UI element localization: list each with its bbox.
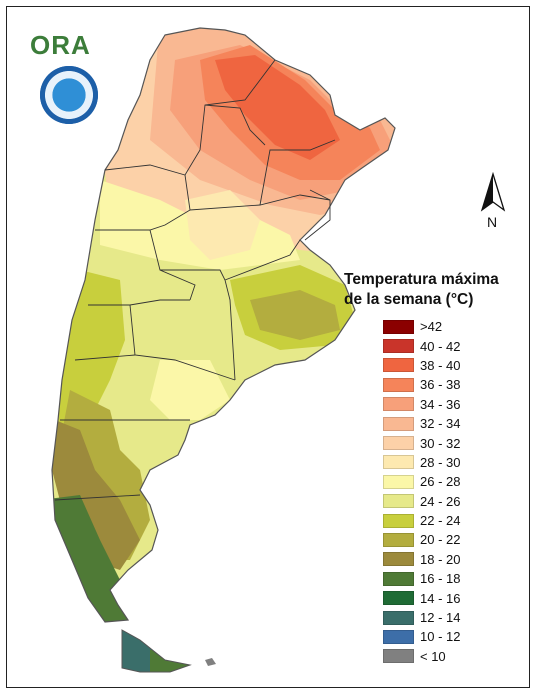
legend-swatch xyxy=(383,513,414,528)
legend-swatch xyxy=(383,455,414,470)
legend-title-line1: Temperatura máxima xyxy=(344,271,499,288)
legend-label: 36 - 38 xyxy=(420,377,461,393)
legend-item: 16 - 18 xyxy=(383,569,460,588)
tierra-del-fuego xyxy=(122,630,190,672)
institution-seal-icon xyxy=(40,66,98,124)
legend-swatch xyxy=(383,552,414,567)
legend-item: 14 - 16 xyxy=(383,588,460,607)
legend-title: Temperatura máxima de la semana (°C) xyxy=(344,270,534,310)
legend-label: 20 - 22 xyxy=(420,532,461,548)
legend-item: 24 - 26 xyxy=(383,492,460,511)
legend-item: < 10 xyxy=(383,647,460,666)
legend-title-line2: de la semana (°C) xyxy=(344,291,474,308)
province-boundaries xyxy=(54,59,336,501)
legend-swatch xyxy=(383,319,414,334)
legend-label: >42 xyxy=(420,319,443,335)
legend-label: 12 - 14 xyxy=(420,610,461,626)
legend-swatch xyxy=(383,649,414,664)
legend-swatch xyxy=(383,629,414,644)
legend-label: 30 - 32 xyxy=(420,435,461,451)
legend-swatch xyxy=(383,591,414,606)
legend-item: 22 - 24 xyxy=(383,511,460,530)
legend-swatch xyxy=(383,358,414,373)
legend-swatch xyxy=(383,416,414,431)
logo: ORA xyxy=(30,30,91,61)
legend: >42 40 - 42 38 - 40 36 - 38 34 - 36 32 - 34 30… xyxy=(383,317,460,666)
legend-label: 26 - 28 xyxy=(420,474,461,490)
legend-label: 18 - 20 xyxy=(420,551,461,567)
legend-item: 40 - 42 xyxy=(383,336,460,355)
legend-swatch xyxy=(383,532,414,547)
legend-swatch xyxy=(383,474,414,489)
island-shape xyxy=(205,658,216,666)
legend-swatch xyxy=(383,610,414,625)
legend-label: 22 - 24 xyxy=(420,513,461,529)
legend-item: 28 - 30 xyxy=(383,453,460,472)
legend-item: 38 - 40 xyxy=(383,356,460,375)
legend-item: 34 - 36 xyxy=(383,395,460,414)
north-arrow-icon xyxy=(480,172,506,212)
legend-item: 18 - 20 xyxy=(383,550,460,569)
legend-item: >42 xyxy=(383,317,460,336)
legend-label: 10 - 12 xyxy=(420,629,461,645)
legend-swatch xyxy=(383,339,414,354)
legend-swatch xyxy=(383,397,414,412)
legend-label: 34 - 36 xyxy=(420,396,461,412)
legend-swatch xyxy=(383,436,414,451)
legend-label: 28 - 30 xyxy=(420,454,461,470)
legend-swatch xyxy=(383,494,414,509)
legend-label: 16 - 18 xyxy=(420,571,461,587)
legend-label: 14 - 16 xyxy=(420,590,461,606)
legend-item: 26 - 28 xyxy=(383,472,460,491)
legend-label: 24 - 26 xyxy=(420,493,461,509)
legend-item: 36 - 38 xyxy=(383,375,460,394)
legend-swatch xyxy=(383,571,414,586)
legend-label: < 10 xyxy=(420,648,446,664)
north-label: N xyxy=(487,214,498,230)
logo-text: ORA xyxy=(30,30,91,60)
legend-swatch xyxy=(383,377,414,392)
legend-item: 12 - 14 xyxy=(383,608,460,627)
legend-item: 32 - 34 xyxy=(383,414,460,433)
legend-item: 20 - 22 xyxy=(383,530,460,549)
legend-label: 40 - 42 xyxy=(420,338,461,354)
legend-label: 32 - 34 xyxy=(420,416,461,432)
legend-item: 30 - 32 xyxy=(383,433,460,452)
legend-item: 10 - 12 xyxy=(383,627,460,646)
legend-label: 38 - 40 xyxy=(420,357,461,373)
